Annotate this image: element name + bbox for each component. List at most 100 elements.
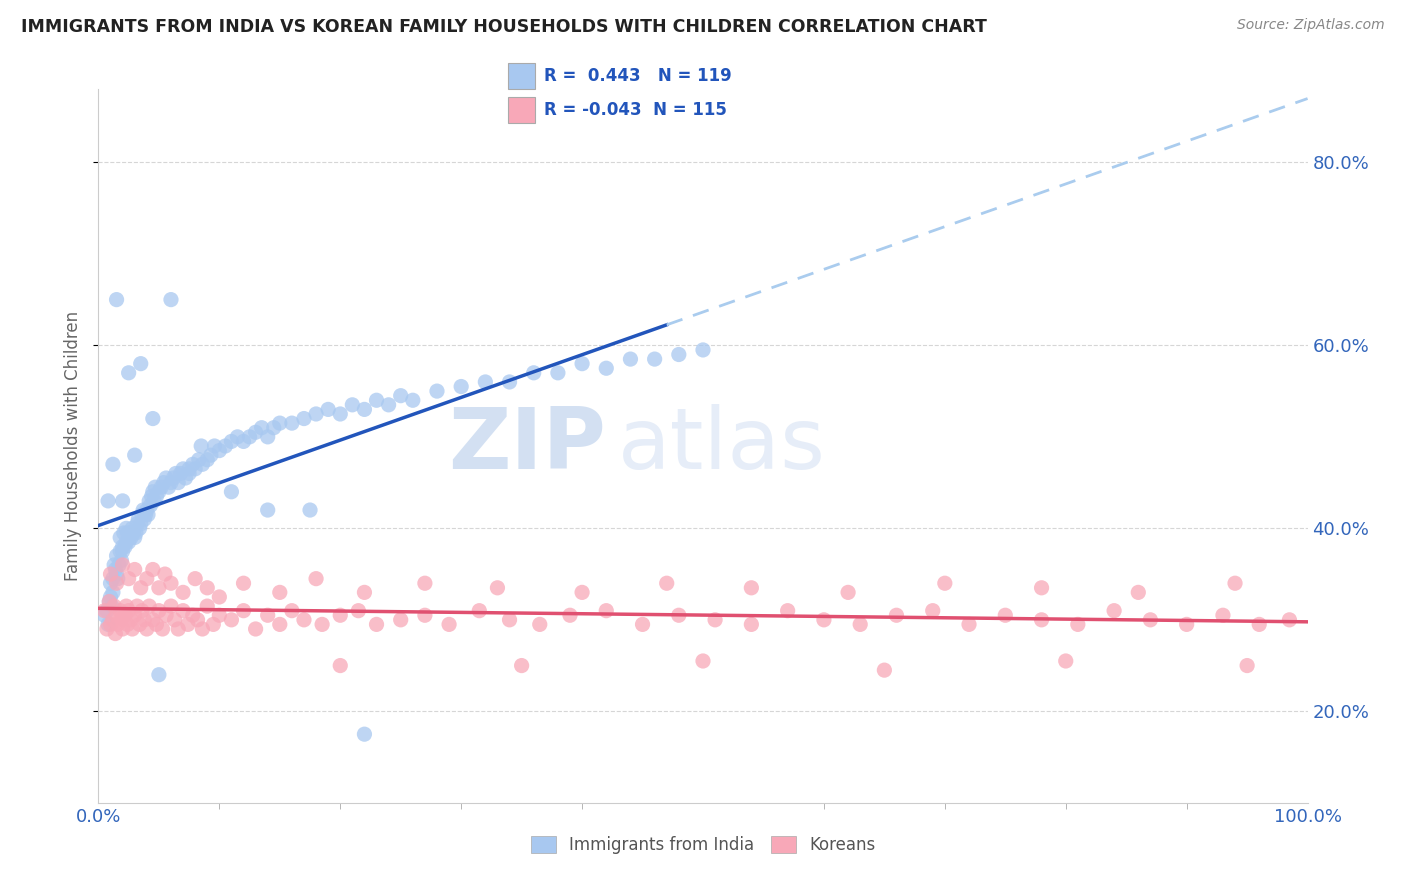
Point [142,562,165,576]
Point [160,475,183,490]
Point [125,525,148,540]
Point [103,599,125,613]
Point [145,617,167,632]
Point [221,613,243,627]
Point [127,599,149,613]
Point [98,594,121,608]
Point [97,494,120,508]
Point [105,567,128,582]
Point [366,617,388,632]
Point [134,613,156,627]
Point [96,604,118,618]
Point [100,590,122,604]
Point [849,617,872,632]
Point [108,604,131,618]
Point [141,489,163,503]
Point [813,613,835,627]
Point [174,471,197,485]
Point [256,430,278,444]
Point [1054,654,1077,668]
Point [115,535,138,549]
Point [498,613,520,627]
Point [115,521,138,535]
Point [136,508,159,522]
Point [135,622,157,636]
Point [124,531,146,545]
Point [389,613,412,627]
Point [148,484,170,499]
Point [98,594,121,608]
Point [281,416,304,430]
Point [195,581,218,595]
Point [124,448,146,462]
FancyBboxPatch shape [508,62,536,89]
Point [263,420,285,434]
Point [269,585,291,599]
Point [232,604,254,618]
Point [96,622,118,636]
Point [101,585,124,599]
Point [142,613,165,627]
Point [101,572,124,586]
Point [155,471,177,485]
Point [468,604,491,618]
Point [150,480,173,494]
Point [104,626,127,640]
Point [143,480,166,494]
Point [595,604,617,618]
Point [167,475,190,490]
Point [114,608,136,623]
Point [105,549,128,563]
Point [619,352,641,367]
Point [107,617,129,632]
Point [292,613,315,627]
Point [105,608,128,623]
Point [187,452,209,467]
Point [256,608,278,623]
Point [172,585,194,599]
Point [148,581,170,595]
Point [172,604,194,618]
Point [115,599,138,613]
Point [179,462,201,476]
Point [110,613,132,627]
Point [191,622,214,636]
Point [179,467,201,481]
Point [413,608,436,623]
Text: Source: ZipAtlas.com: Source: ZipAtlas.com [1237,18,1385,32]
Point [547,366,569,380]
Point [692,654,714,668]
Point [873,663,896,677]
Point [135,508,157,522]
Point [1175,617,1198,632]
Point [1212,608,1234,623]
Point [108,558,131,572]
Point [122,525,145,540]
Point [195,599,218,613]
Point [100,576,122,591]
Point [181,458,204,472]
Point [191,458,214,472]
Point [245,622,267,636]
Point [124,608,146,623]
Point [100,617,122,632]
Point [135,503,157,517]
Point [232,434,254,449]
Point [128,521,150,535]
Point [1278,613,1301,627]
Point [269,416,291,430]
Point [200,448,222,462]
Point [377,398,399,412]
Point [1223,576,1246,591]
Text: IMMIGRANTS FROM INDIA VS KOREAN FAMILY HOUSEHOLDS WITH CHILDREN CORRELATION CHAR: IMMIGRANTS FROM INDIA VS KOREAN FAMILY H… [21,18,987,36]
Point [108,544,131,558]
Point [644,352,666,367]
Point [143,494,166,508]
Point [342,398,364,412]
Point [121,521,143,535]
Point [187,613,209,627]
Point [510,658,533,673]
Point [413,576,436,591]
Point [221,484,243,499]
Point [131,604,153,618]
